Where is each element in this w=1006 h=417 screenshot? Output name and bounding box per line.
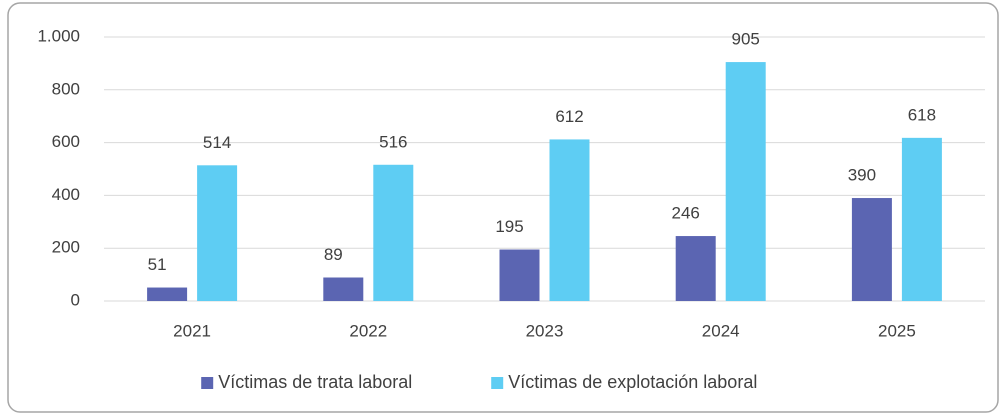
legend-label: Víctimas de trata laboral xyxy=(218,372,412,392)
chart-border xyxy=(7,2,999,413)
bar xyxy=(725,62,766,301)
data-label: 390 xyxy=(848,166,876,185)
y-tick-label: 800 xyxy=(52,79,80,98)
bar xyxy=(851,198,892,301)
bar xyxy=(675,236,716,301)
y-tick-label: 0 xyxy=(71,290,80,309)
data-label: 246 xyxy=(672,204,700,223)
bar xyxy=(197,165,238,301)
bar xyxy=(373,164,414,301)
data-label: 514 xyxy=(203,133,231,152)
bar xyxy=(499,249,540,301)
legend-swatch xyxy=(491,377,504,389)
y-tick-label: 400 xyxy=(52,185,80,204)
x-tick-label: 2024 xyxy=(702,321,740,340)
y-tick-label: 600 xyxy=(52,132,80,151)
y-tick-label: 1.000 xyxy=(37,26,80,45)
bar xyxy=(323,277,364,301)
data-label: 195 xyxy=(495,217,523,236)
y-tick-label: 200 xyxy=(52,238,80,257)
data-label: 516 xyxy=(379,132,407,151)
x-tick-label: 2022 xyxy=(349,321,387,340)
data-label: 51 xyxy=(148,255,167,274)
x-tick-label: 2021 xyxy=(173,321,211,340)
data-label: 905 xyxy=(732,30,760,49)
legend-label: Víctimas de explotación laboral xyxy=(508,372,757,392)
legend-swatch xyxy=(201,377,214,389)
bar xyxy=(147,287,188,301)
bar xyxy=(901,137,942,301)
x-tick-label: 2025 xyxy=(878,321,916,340)
data-label: 612 xyxy=(555,107,583,126)
data-label: 618 xyxy=(908,105,936,124)
data-label: 89 xyxy=(324,245,343,264)
x-tick-label: 2023 xyxy=(526,321,564,340)
bar xyxy=(549,139,590,301)
